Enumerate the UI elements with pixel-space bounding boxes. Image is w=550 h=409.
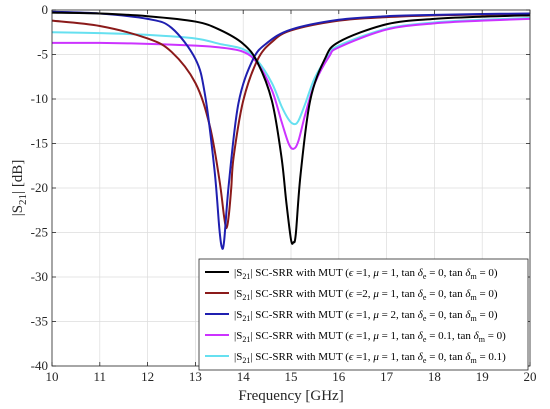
series-line-1 — [51, 11, 531, 245]
series-layer — [51, 10, 531, 250]
x-tick-label-10: 20 — [524, 369, 537, 384]
x-tick-label-9: 19 — [476, 369, 489, 384]
tick-labels: 10 11 12 13 14 15 16 17 18 19 20 0 -5 -10 -15 -20 -25 -30… — [31, 2, 537, 384]
y-axis-label-subscript: 21 — [17, 194, 29, 205]
x-tick-label-7: 17 — [380, 369, 394, 384]
y-tick-label-2: -10 — [31, 91, 48, 106]
x-tick-label-8: 18 — [428, 369, 441, 384]
legend-entry-1: |S21| SC-SRR with MUT (ϵ =1, μ = 1, tan … — [234, 267, 498, 281]
y-tick-label-0: 0 — [42, 2, 49, 17]
legend-box — [198, 258, 529, 371]
y-tick-label-4: -20 — [31, 180, 48, 195]
y-axis-label-part-2: | [dB] — [10, 160, 26, 194]
x-axis-label: Frequency [GHz] — [238, 388, 343, 404]
x-tick-label-0: 10 — [46, 369, 59, 384]
y-tick-label-6: -30 — [31, 269, 48, 284]
legend-entry-4: |S21| SC-SRR with MUT (ϵ =1, μ = 1, tan … — [234, 330, 506, 344]
x-tick-label-3: 13 — [189, 369, 202, 384]
y-tick-label-5: -25 — [31, 225, 48, 240]
y-axis-label: |S21| [dB] — [10, 160, 29, 217]
x-tick-label-1: 11 — [94, 369, 107, 384]
x-tick-label-4: 14 — [237, 369, 251, 384]
series-line-3 — [51, 10, 531, 250]
y-tick-label-8: -40 — [31, 358, 48, 373]
x-tick-label-2: 12 — [141, 369, 154, 384]
series-line-4 — [51, 17, 531, 150]
legend-entry-2: |S21| SC-SRR with MUT (ϵ =2, μ = 1, tan … — [234, 288, 498, 302]
y-tick-label-3: -15 — [31, 136, 48, 151]
x-tick-label-6: 16 — [332, 369, 346, 384]
legend-entry-3: |S21| SC-SRR with MUT (ϵ =1, μ = 2, tan … — [234, 309, 498, 323]
legend-entry-5: |S21| SC-SRR with MUT (ϵ =1, μ = 1, tan … — [234, 351, 506, 365]
x-tick-label-5: 15 — [285, 369, 298, 384]
y-tick-label-7: -35 — [31, 314, 48, 329]
legend: |S21| SC-SRR with MUT (ϵ =1, μ = 1, tan … — [198, 258, 529, 371]
y-tick-label-1: -5 — [37, 47, 48, 62]
y-axis-label-part-1: |S — [10, 205, 26, 216]
